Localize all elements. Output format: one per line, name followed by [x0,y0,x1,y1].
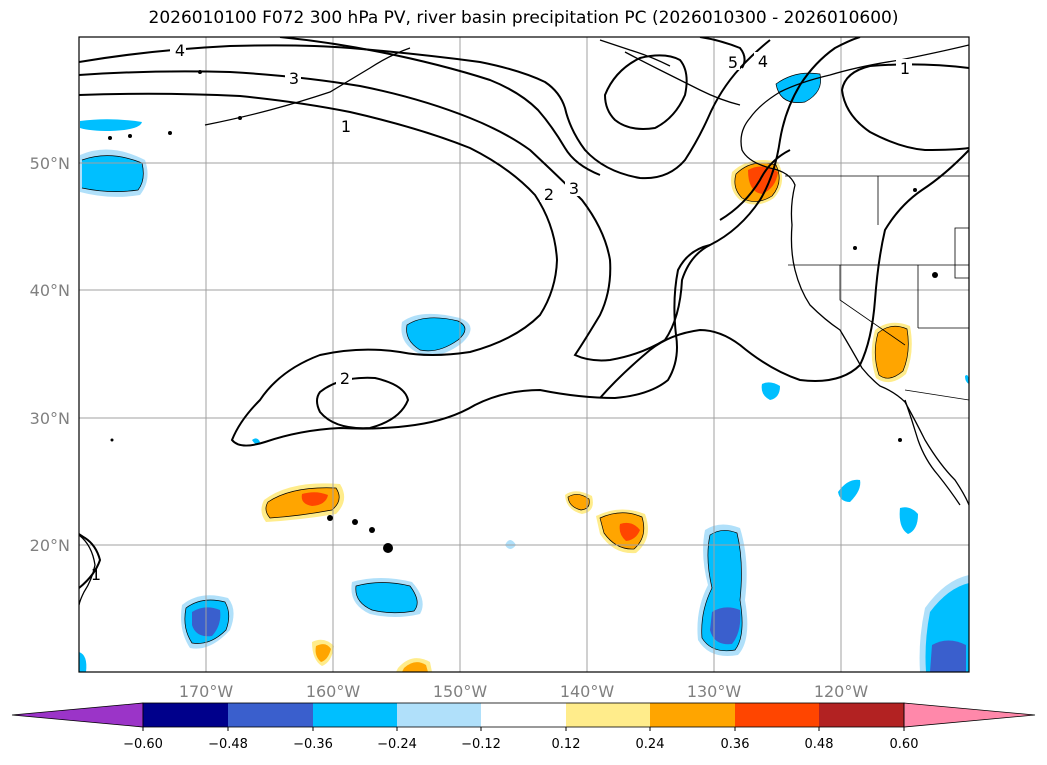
precip-patch [301,492,328,506]
colorbar-tick-label: 0.24 [636,737,665,752]
lon-tick-label: 150°W [433,682,488,701]
colorbar-tick-label: −0.60 [123,737,163,752]
precip-patch [355,582,418,613]
colorbar-segment [650,703,735,727]
contour-label: 4 [175,41,185,60]
colorbar-segment [313,703,397,727]
lon-tick-labels: 170°W 160°W 150°W 140°W 130°W 120°W [179,682,869,701]
lon-tick-label: 160°W [306,682,361,701]
precip-patch [252,438,260,445]
pv-contour-labels: 4 3 1 2 3 2 5 4 1 1 [91,41,912,584]
pv-contour-1b [599,149,969,399]
precip-patch [402,662,428,672]
colorbar-tick-label: 0.36 [721,737,750,752]
colorbar-segment [566,703,650,727]
precip-patch [406,317,465,351]
precip-patch [80,119,142,131]
contour-label: 1 [91,565,101,584]
colorbar-segment [143,703,228,727]
colorbar-segment [819,703,904,727]
precip-patch [930,640,966,672]
lat-tick-label: 20°N [30,536,70,555]
precip-patch [315,644,331,662]
colorbar-extend-left [11,702,144,728]
lon-tick-label: 120°W [814,682,869,701]
contour-label: 2 [340,369,350,388]
gridlines [79,37,969,672]
pv-contour-2b [316,376,410,430]
pv-contour-5 [279,37,601,176]
contour-label: 1 [900,59,910,78]
precip-negative-patches [79,73,969,672]
colorbar-tick-label: −0.24 [377,737,417,752]
contour-label: 4 [758,52,768,71]
colorbar-segment [397,703,481,727]
lat-tick-labels: 50°N 40°N 30°N 20°N [30,154,70,555]
colorbar-extend-right [903,702,1036,728]
precip-patch [899,507,918,534]
precip-patch [79,652,87,672]
precip-patch [82,155,144,192]
pv-contour-2a [79,92,711,447]
lon-tick-label: 130°W [687,682,742,701]
precip-patch [568,494,590,510]
islands [108,70,938,553]
pv-contour-4b [699,37,746,69]
colorbar-segment [228,703,313,727]
precip-patch [965,375,969,384]
pv-contours [79,37,969,589]
lat-tick-label: 50°N [30,154,70,173]
coastlines [79,39,969,606]
contour-label: 2 [544,185,554,204]
pv-contour-4 [79,39,771,180]
colorbar-tick-label: −0.48 [208,737,248,752]
pv-contour-1d [719,149,791,221]
colorbar-tick-label: 0.12 [552,737,581,752]
colorbar-segment [481,703,566,727]
map-title: 2026010100 F072 300 hPa PV, river basin … [148,8,899,28]
precip-patch [710,607,741,645]
map-frame [78,36,970,673]
pv-contour-3 [79,37,861,362]
colorbar-segment [735,703,819,727]
colorbar-tick-label: −0.36 [293,737,333,752]
precip-patch [875,326,909,379]
lon-tick-label: 140°W [560,682,615,701]
colorbar: −0.60 −0.48 −0.36 −0.24 −0.12 0.12 0.24 … [11,702,1036,752]
pv-contour-inner [603,54,688,130]
colorbar-tick-label: 0.60 [890,737,919,752]
pv-contour-1c [79,533,102,589]
colorbar-tick-label: −0.12 [461,737,501,752]
precip-patch [838,479,861,502]
colorbar-tick-label: 0.48 [805,737,834,752]
contour-label: 3 [569,179,579,198]
contour-label: 1 [341,117,351,136]
contour-label: 5 [728,53,738,72]
contour-label: 3 [289,69,299,88]
precip-patch [619,522,640,541]
precip-patch [761,382,780,400]
map-background [79,37,969,672]
lat-tick-label: 30°N [30,409,70,428]
pv-contour-1a [840,63,969,152]
lat-tick-label: 40°N [30,281,70,300]
lon-tick-label: 170°W [179,682,234,701]
